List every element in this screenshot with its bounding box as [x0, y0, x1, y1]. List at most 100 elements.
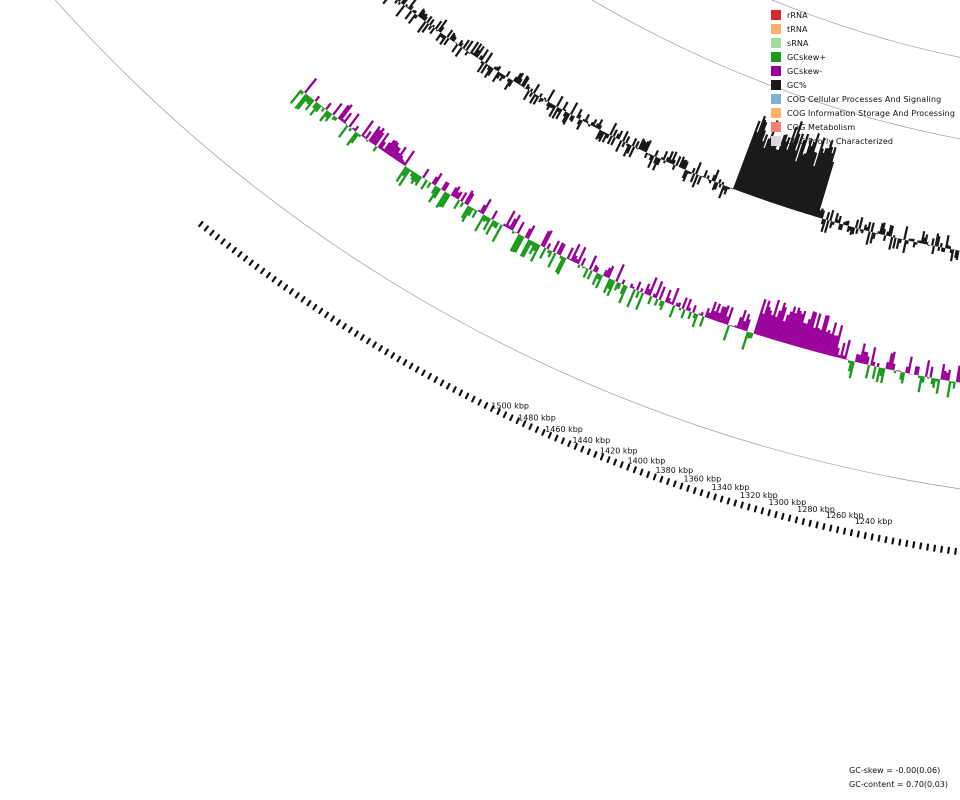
- gc-content-bar: [854, 219, 860, 229]
- outer-tick: [856, 530, 860, 538]
- gc-skew-bar: [700, 311, 704, 317]
- gc-content-bar: [435, 32, 443, 42]
- gc-skew-bar: [761, 310, 773, 337]
- gc-content-bar: [805, 148, 828, 215]
- gc-skew-bar: [365, 139, 369, 143]
- gc-content-bar: [561, 112, 569, 123]
- gc-skew-bar: [891, 363, 896, 371]
- gc-content-bar: [546, 89, 556, 102]
- gc-skew-bar: [907, 356, 913, 374]
- outer-tick: [573, 442, 578, 450]
- gc-content-bar: [431, 24, 436, 28]
- legend-swatch: [771, 24, 781, 34]
- gc-content-bar: [888, 236, 894, 250]
- outer-tick: [639, 468, 644, 476]
- outer-tick: [606, 456, 611, 464]
- gc-skew-bar: [613, 281, 620, 291]
- gc-content-bar: [855, 228, 859, 235]
- gc-content-bar: [474, 49, 481, 58]
- gc-content-bar: [603, 132, 607, 135]
- gc-skew-bar: [342, 112, 353, 124]
- legend-swatch: [771, 80, 781, 90]
- gc-content-bar: [528, 91, 534, 98]
- gc-content-bar: [506, 77, 511, 83]
- gc-skew-bar: [952, 381, 956, 389]
- gc-skew-bar: [605, 267, 612, 278]
- gc-content-bar: [889, 225, 895, 237]
- gc-content-bar: [801, 148, 824, 214]
- gc-skew-bar: [399, 158, 405, 164]
- gc-content-bar: [803, 152, 825, 214]
- gc-skew-bar: [542, 230, 553, 248]
- gc-content-bar: [842, 221, 846, 226]
- gc-skew-bar: [629, 283, 634, 289]
- outer-tick: [318, 307, 324, 315]
- gc-content-bar: [796, 152, 818, 212]
- gc-skew-bar: [386, 140, 398, 155]
- gc-skew-bar: [547, 252, 557, 268]
- outer-tick: [288, 288, 294, 295]
- outer-tick: [347, 326, 353, 334]
- outer-tick: [822, 522, 826, 531]
- gc-content-bar: [683, 161, 689, 170]
- gc-content-bar: [496, 65, 502, 72]
- gc-content-bar: [851, 227, 856, 235]
- outer-tick: [408, 362, 414, 370]
- gc-skew-bar: [401, 160, 406, 165]
- gc-skew-bar: [653, 298, 659, 306]
- outer-tick: [706, 491, 711, 499]
- gc-content-bar: [570, 115, 575, 122]
- gc-content-bar: [480, 63, 488, 74]
- outer-tick: [477, 398, 482, 406]
- gc-content-bar: [420, 13, 426, 20]
- gc-skew-bar: [401, 167, 410, 177]
- gc-skew-bar: [809, 313, 822, 351]
- outer-tick: [613, 458, 618, 466]
- gc-skew-bar: [577, 264, 581, 269]
- legend-label: rRNA: [787, 10, 808, 20]
- gc-content-bar: [687, 170, 691, 175]
- outer-tick: [619, 461, 624, 469]
- gc-skew-bar: [944, 372, 949, 381]
- gc-skew-bar: [602, 269, 608, 277]
- gc-skew-bar: [917, 375, 923, 393]
- outer-tick: [254, 263, 260, 270]
- gc-skew-bar: [646, 288, 651, 296]
- gc-content-bar: [866, 221, 872, 232]
- outer-tick: [891, 537, 895, 545]
- gc-content-bar: [694, 161, 702, 175]
- gc-skew-bar: [802, 311, 816, 349]
- gc-skew-bar: [473, 208, 476, 212]
- gc-content-bar: [713, 169, 720, 182]
- gc-content-bar: [465, 40, 474, 52]
- outer-tick: [699, 489, 704, 497]
- gc-skew-bar: [864, 364, 871, 379]
- gc-skew-bar: [725, 306, 734, 326]
- outer-tick: [433, 376, 439, 383]
- gc-content-bar: [706, 175, 710, 180]
- gc-content-bar: [487, 67, 494, 77]
- gc-content-bar: [807, 147, 830, 215]
- gc-content-bar: [820, 218, 825, 225]
- gc-skew-bar: [639, 287, 644, 293]
- gc-content-bar: [846, 225, 851, 233]
- gc-content-bar: [784, 154, 805, 208]
- gc-content-bar: [680, 159, 686, 169]
- gc-content-bar: [639, 140, 646, 151]
- gc-skew-bar: [460, 205, 470, 219]
- outer-tick: [801, 518, 805, 526]
- gc-content-bar: [441, 34, 446, 39]
- gc-content-bar: [764, 141, 788, 201]
- gc-skew-bar: [414, 174, 421, 183]
- gc-content-bar: [746, 147, 766, 195]
- gc-content-bar: [475, 45, 485, 59]
- gc-skew-bar: [461, 206, 472, 223]
- gc-content-bar: [612, 129, 618, 138]
- outer-tick: [719, 495, 724, 503]
- gc-content-bar: [548, 105, 557, 118]
- gc-skew-bar: [736, 316, 743, 329]
- outer-tick: [242, 255, 249, 262]
- gc-content-bar: [879, 223, 884, 235]
- outer-tick: [248, 259, 254, 266]
- gc-skew-bar: [875, 367, 882, 383]
